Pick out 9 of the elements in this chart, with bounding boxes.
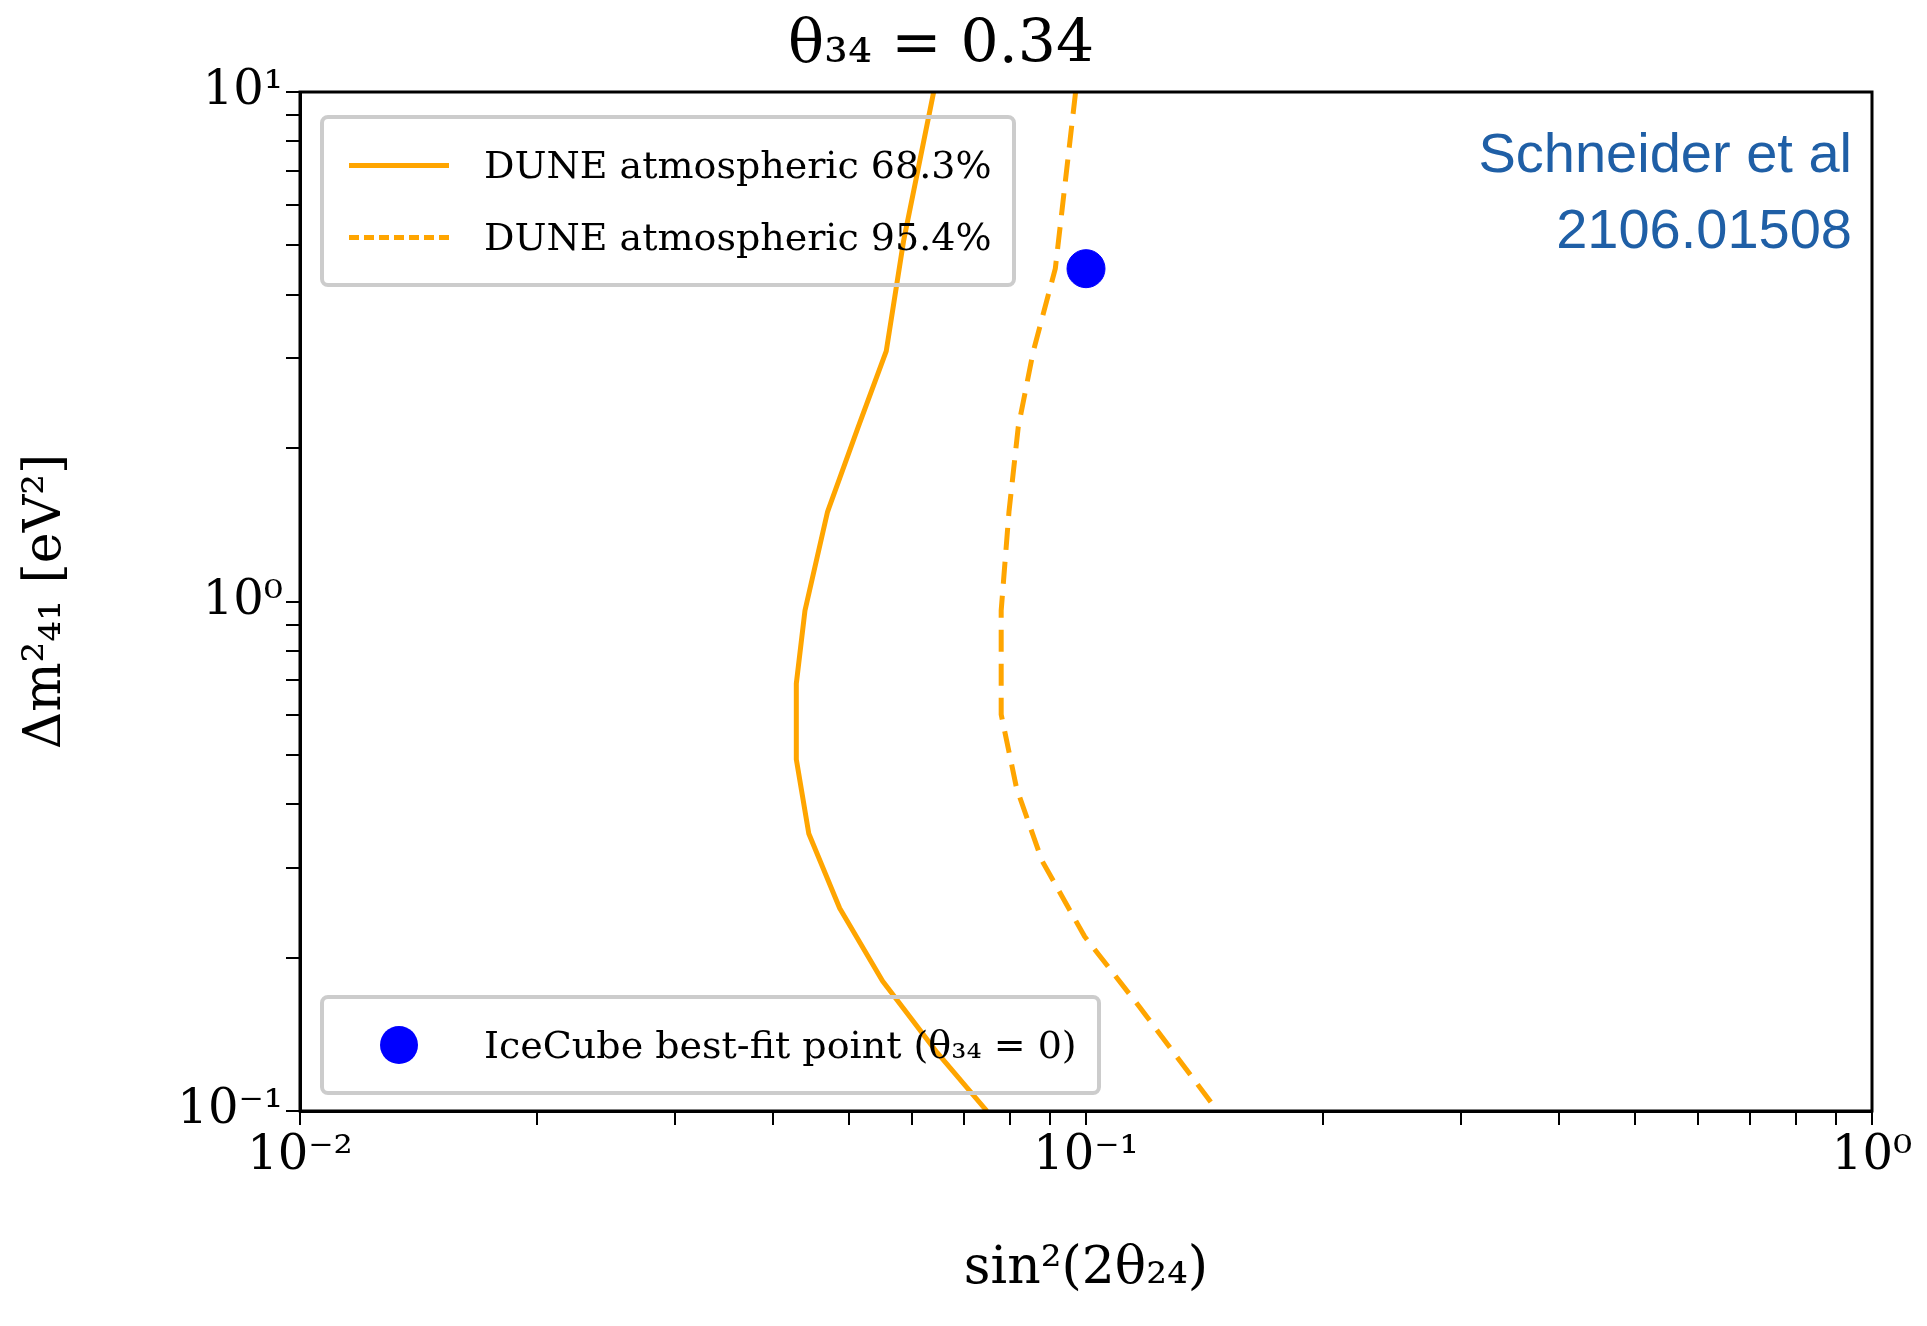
chart-title: θ₃₄ = 0.34 <box>787 5 1095 76</box>
x-axis-title: sin²(2θ₂₄) <box>963 1235 1209 1296</box>
x-tick-label: 10⁻¹ <box>1033 1124 1139 1181</box>
y-axis-title: Δm²₄₁ [eV²] <box>11 453 72 750</box>
y-tick-label: 10¹ <box>202 59 283 116</box>
y-tick-label: 10⁰ <box>202 568 283 625</box>
x-tick-label: 10⁻² <box>247 1124 353 1181</box>
annotation: Schneider et al 2106.01508 <box>1478 120 1852 262</box>
x-tick-label: 10⁰ <box>1831 1124 1913 1181</box>
